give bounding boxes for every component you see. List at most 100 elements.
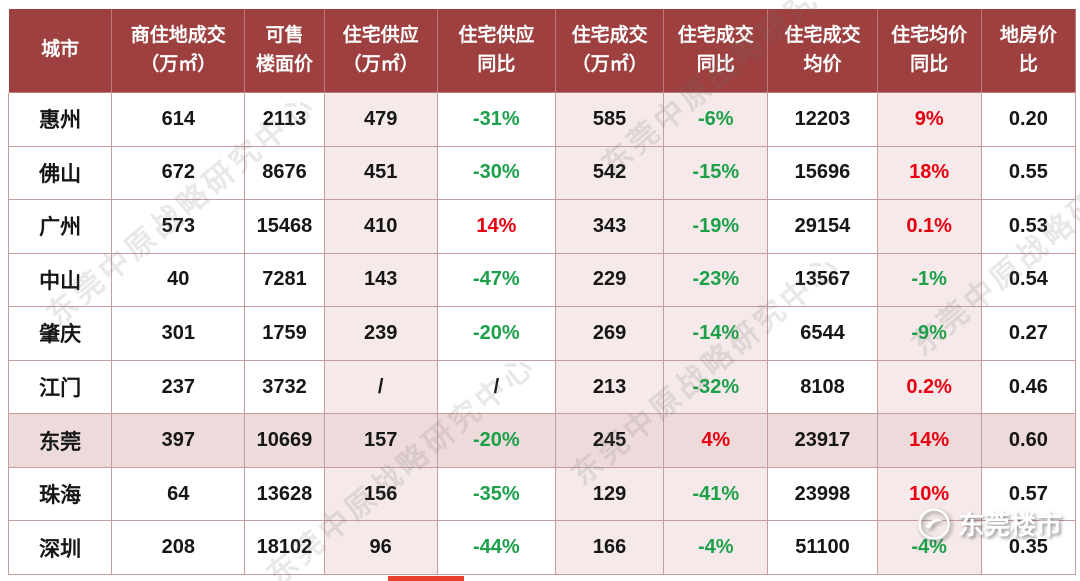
value-cell: 239 bbox=[323, 306, 438, 361]
value-cell: -15% bbox=[663, 145, 769, 201]
column-header-land-deal: 商住地成交 （万㎡） bbox=[111, 8, 246, 93]
value-cell: -32% bbox=[663, 359, 769, 415]
value-cell: 96 bbox=[323, 520, 438, 575]
column-header-deal-yoy: 住宅成交 同比 bbox=[663, 8, 769, 93]
value-cell: -4% bbox=[663, 520, 769, 575]
city-cell: 东莞 bbox=[7, 413, 113, 468]
value-cell: 8108 bbox=[767, 359, 878, 415]
value-cell: -20% bbox=[436, 306, 556, 361]
value-cell: -6% bbox=[663, 92, 769, 147]
table-container: 城市 商住地成交 （万㎡） 可售 楼面价 住宅供应 （万㎡） 住宅供应 同比 住宅成交 （万㎡） 住宅… bbox=[7, 8, 1077, 575]
value-cell: 479 bbox=[323, 92, 438, 147]
value-cell: / bbox=[436, 359, 556, 415]
value-cell: 9% bbox=[876, 92, 982, 147]
column-header-floor-price: 可售 楼面价 bbox=[244, 8, 325, 93]
value-cell: 15696 bbox=[767, 145, 878, 201]
value-cell: 213 bbox=[554, 359, 665, 415]
column-header-avg-yoy: 住宅均价 同比 bbox=[876, 8, 982, 93]
value-cell: 156 bbox=[323, 466, 438, 522]
city-cell: 广州 bbox=[7, 199, 113, 254]
value-cell: 0.53 bbox=[980, 199, 1077, 254]
value-cell: -9% bbox=[876, 306, 982, 361]
value-cell: -19% bbox=[663, 199, 769, 254]
value-cell: -31% bbox=[436, 92, 556, 147]
column-header-ratio: 地房价比 bbox=[980, 8, 1077, 93]
value-cell: -14% bbox=[663, 306, 769, 361]
value-cell: 157 bbox=[323, 413, 438, 468]
table-row: 东莞 397 10669 157 -20% 245 4% 23917 14% 0.60 bbox=[7, 413, 1077, 468]
value-cell: 13567 bbox=[767, 252, 878, 308]
table-body: 惠州 614 2113 479 -31% 585 -6% 12203 9% 0.20 佛山 672 86… bbox=[7, 92, 1077, 575]
value-cell: 15468 bbox=[244, 199, 325, 254]
value-cell: 0.54 bbox=[980, 252, 1077, 308]
value-cell: 8676 bbox=[244, 145, 325, 201]
value-cell: 2113 bbox=[244, 92, 325, 147]
value-cell: 14% bbox=[876, 413, 982, 468]
table-row: 惠州 614 2113 479 -31% 585 -6% 12203 9% 0.20 bbox=[7, 92, 1077, 147]
value-cell: -35% bbox=[436, 466, 556, 522]
value-cell: 229 bbox=[554, 252, 665, 308]
value-cell: 0.57 bbox=[980, 466, 1077, 522]
value-cell: 269 bbox=[554, 306, 665, 361]
value-cell: 64 bbox=[111, 466, 246, 522]
city-cell: 中山 bbox=[7, 252, 113, 308]
value-cell: 3732 bbox=[244, 359, 325, 415]
value-cell: 14% bbox=[436, 199, 556, 254]
value-cell: / bbox=[323, 359, 438, 415]
value-cell: 208 bbox=[111, 520, 246, 575]
value-cell: 4% bbox=[663, 413, 769, 468]
value-cell: 10% bbox=[876, 466, 982, 522]
column-header-deal: 住宅成交 （万㎡） bbox=[554, 8, 665, 93]
value-cell: 410 bbox=[323, 199, 438, 254]
value-cell: 0.1% bbox=[876, 199, 982, 254]
value-cell: 143 bbox=[323, 252, 438, 308]
value-cell: 0.35 bbox=[980, 520, 1077, 575]
column-header-supply-yoy: 住宅供应 同比 bbox=[436, 8, 556, 93]
value-cell: 0.46 bbox=[980, 359, 1077, 415]
value-cell: 23917 bbox=[767, 413, 878, 468]
table-row: 肇庆 301 1759 239 -20% 269 -14% 6544 -9% 0.27 bbox=[7, 306, 1077, 361]
value-cell: -1% bbox=[876, 252, 982, 308]
value-cell: -23% bbox=[663, 252, 769, 308]
table-row: 中山 40 7281 143 -47% 229 -23% 13567 -1% 0.54 bbox=[7, 252, 1077, 308]
value-cell: 13628 bbox=[244, 466, 325, 522]
value-cell: 51100 bbox=[767, 520, 878, 575]
value-cell: -30% bbox=[436, 145, 556, 201]
column-header-supply: 住宅供应 （万㎡） bbox=[323, 8, 438, 93]
value-cell: 18102 bbox=[244, 520, 325, 575]
value-cell: -20% bbox=[436, 413, 556, 468]
column-header-avg-price: 住宅成交 均价 bbox=[767, 8, 878, 93]
value-cell: 29154 bbox=[767, 199, 878, 254]
column-header-city: 城市 bbox=[7, 8, 113, 93]
value-cell: 573 bbox=[111, 199, 246, 254]
value-cell: 397 bbox=[111, 413, 246, 468]
value-cell: -4% bbox=[876, 520, 982, 575]
city-cell: 珠海 bbox=[7, 466, 113, 522]
city-cell: 江门 bbox=[7, 359, 113, 415]
header-row: 城市 商住地成交 （万㎡） 可售 楼面价 住宅供应 （万㎡） 住宅供应 同比 住宅成交 （万㎡） 住宅… bbox=[7, 8, 1077, 93]
value-cell: 6544 bbox=[767, 306, 878, 361]
value-cell: -41% bbox=[663, 466, 769, 522]
city-cell: 肇庆 bbox=[7, 306, 113, 361]
value-cell: 0.20 bbox=[980, 92, 1077, 147]
value-cell: 451 bbox=[323, 145, 438, 201]
value-cell: -44% bbox=[436, 520, 556, 575]
value-cell: 542 bbox=[554, 145, 665, 201]
value-cell: 10669 bbox=[244, 413, 325, 468]
value-cell: 18% bbox=[876, 145, 982, 201]
table-row: 佛山 672 8676 451 -30% 542 -15% 15696 18% 0.55 bbox=[7, 145, 1077, 201]
value-cell: 301 bbox=[111, 306, 246, 361]
value-cell: 614 bbox=[111, 92, 246, 147]
value-cell: -47% bbox=[436, 252, 556, 308]
value-cell: 12203 bbox=[767, 92, 878, 147]
city-cell: 惠州 bbox=[7, 92, 113, 147]
city-cell: 深圳 bbox=[7, 520, 113, 575]
red-line-decoration bbox=[388, 576, 464, 581]
table-row: 广州 573 15468 410 14% 343 -19% 29154 0.1% 0.53 bbox=[7, 199, 1077, 254]
value-cell: 23998 bbox=[767, 466, 878, 522]
table-row: 江门 237 3732//213 -32% 8108 0.2% 0.46 bbox=[7, 359, 1077, 415]
value-cell: 245 bbox=[554, 413, 665, 468]
value-cell: 672 bbox=[111, 145, 246, 201]
value-cell: 166 bbox=[554, 520, 665, 575]
